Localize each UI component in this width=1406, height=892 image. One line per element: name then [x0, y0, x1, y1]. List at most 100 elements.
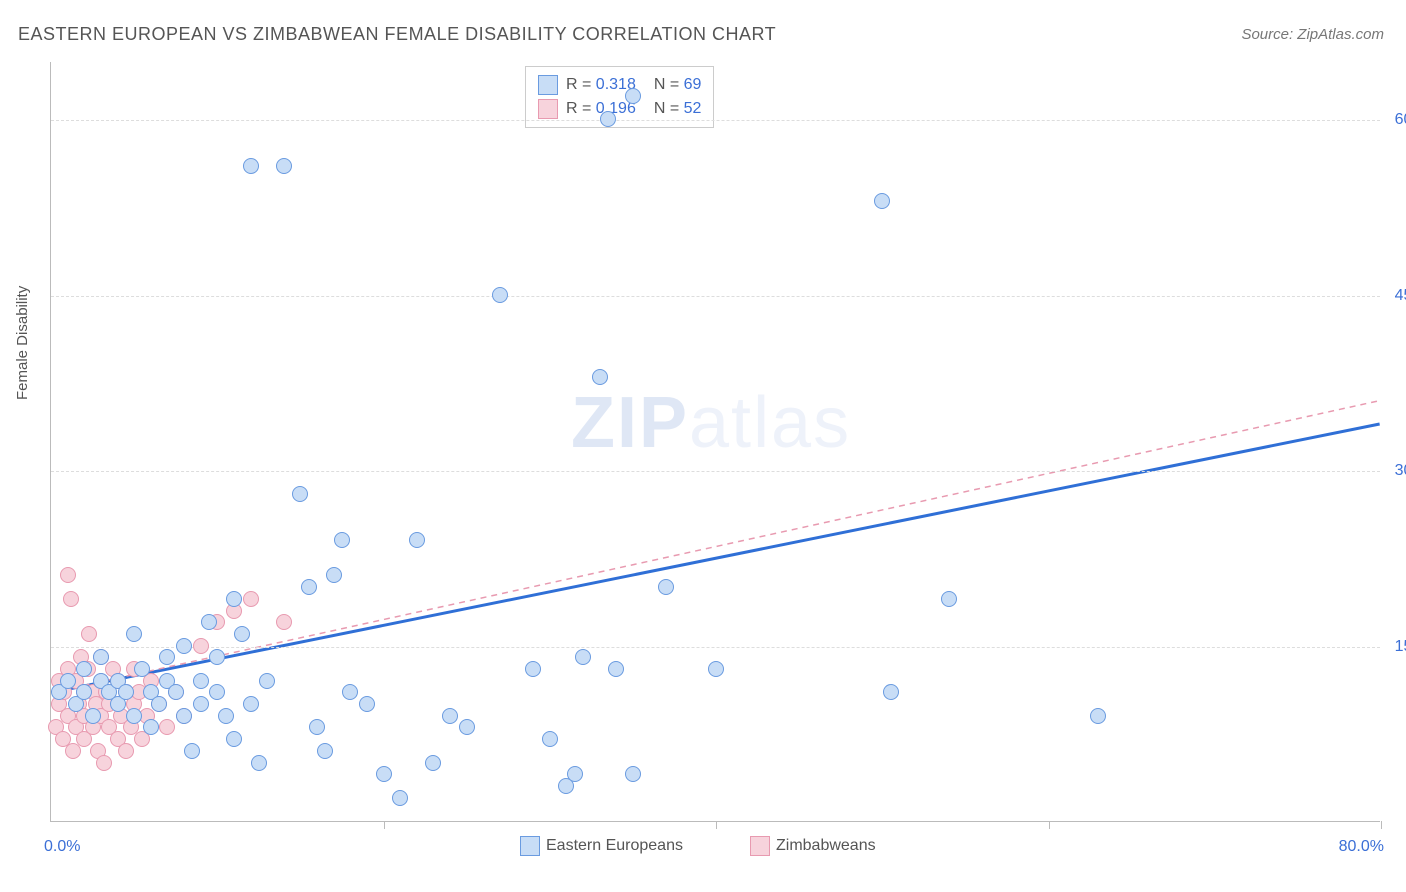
data-point [658, 579, 674, 595]
data-point [118, 743, 134, 759]
stats-n-label: N = 52 [654, 100, 702, 118]
data-point [359, 696, 375, 712]
stats-n-label: N = 69 [654, 76, 702, 94]
data-point [85, 708, 101, 724]
data-point [209, 684, 225, 700]
y-tick-label: 30.0% [1385, 462, 1406, 480]
data-point [608, 661, 624, 677]
data-point [159, 649, 175, 665]
data-point [276, 158, 292, 174]
y-tick-label: 45.0% [1385, 287, 1406, 305]
legend-label: Eastern Europeans [546, 837, 683, 855]
data-point [542, 731, 558, 747]
data-point [292, 486, 308, 502]
data-point [425, 755, 441, 771]
data-point [243, 158, 259, 174]
data-point [176, 708, 192, 724]
x-tick-mark [716, 821, 717, 829]
data-point [143, 719, 159, 735]
data-point [81, 626, 97, 642]
legend-series-2: Zimbabweans [750, 836, 876, 856]
data-point [243, 591, 259, 607]
gridline [51, 120, 1380, 121]
data-point [168, 684, 184, 700]
data-point [63, 591, 79, 607]
data-point [159, 719, 175, 735]
data-point [96, 755, 112, 771]
data-point [442, 708, 458, 724]
data-point [883, 684, 899, 700]
stats-legend-row: R = 0.318N = 69 [538, 73, 701, 97]
data-point [251, 755, 267, 771]
y-axis-label: Female Disability [14, 286, 31, 400]
data-point [193, 696, 209, 712]
legend-swatch-icon [520, 836, 540, 856]
data-point [234, 626, 250, 642]
data-point [151, 696, 167, 712]
data-point [201, 614, 217, 630]
gridline [51, 647, 1380, 648]
data-point [334, 532, 350, 548]
data-point [409, 532, 425, 548]
data-point [118, 684, 134, 700]
legend-label: Zimbabweans [776, 837, 876, 855]
data-point [126, 708, 142, 724]
data-point [76, 661, 92, 677]
x-origin-label: 0.0% [44, 838, 80, 856]
data-point [326, 567, 342, 583]
data-point [600, 111, 616, 127]
data-point [1090, 708, 1106, 724]
legend-swatch-icon [750, 836, 770, 856]
data-point [60, 567, 76, 583]
legend-series-1: Eastern Europeans [520, 836, 683, 856]
data-point [193, 638, 209, 654]
x-max-label: 80.0% [1339, 838, 1384, 856]
data-point [226, 591, 242, 607]
legend-swatch-icon [538, 99, 558, 119]
trend-line [51, 424, 1379, 693]
data-point [567, 766, 583, 782]
data-point [60, 673, 76, 689]
data-point [592, 369, 608, 385]
data-point [76, 684, 92, 700]
watermark: ZIPatlas [571, 382, 851, 464]
data-point [226, 731, 242, 747]
data-point [176, 638, 192, 654]
x-tick-mark [1381, 821, 1382, 829]
y-tick-label: 60.0% [1385, 111, 1406, 129]
legend-swatch-icon [538, 75, 558, 95]
data-point [625, 88, 641, 104]
data-point [459, 719, 475, 735]
data-point [276, 614, 292, 630]
data-point [941, 591, 957, 607]
data-point [376, 766, 392, 782]
data-point [575, 649, 591, 665]
source-attribution: Source: ZipAtlas.com [1241, 26, 1384, 43]
gridline [51, 471, 1380, 472]
data-point [525, 661, 541, 677]
data-point [134, 661, 150, 677]
data-point [243, 696, 259, 712]
stats-legend-row: R = 0.196N = 52 [538, 97, 701, 121]
data-point [874, 193, 890, 209]
data-point [492, 287, 508, 303]
gridline [51, 296, 1380, 297]
data-point [184, 743, 200, 759]
data-point [392, 790, 408, 806]
x-tick-mark [1049, 821, 1050, 829]
data-point [342, 684, 358, 700]
x-tick-mark [384, 821, 385, 829]
data-point [193, 673, 209, 689]
data-point [218, 708, 234, 724]
data-point [708, 661, 724, 677]
stats-legend: R = 0.318N = 69R = 0.196N = 52 [525, 66, 714, 128]
trend-line [51, 401, 1379, 693]
data-point [93, 649, 109, 665]
data-point [209, 649, 225, 665]
chart-title: EASTERN EUROPEAN VS ZIMBABWEAN FEMALE DI… [18, 24, 776, 45]
data-point [301, 579, 317, 595]
y-tick-label: 15.0% [1385, 638, 1406, 656]
scatter-plot-area: ZIPatlas R = 0.318N = 69R = 0.196N = 52 … [50, 62, 1380, 822]
data-point [126, 626, 142, 642]
data-point [625, 766, 641, 782]
